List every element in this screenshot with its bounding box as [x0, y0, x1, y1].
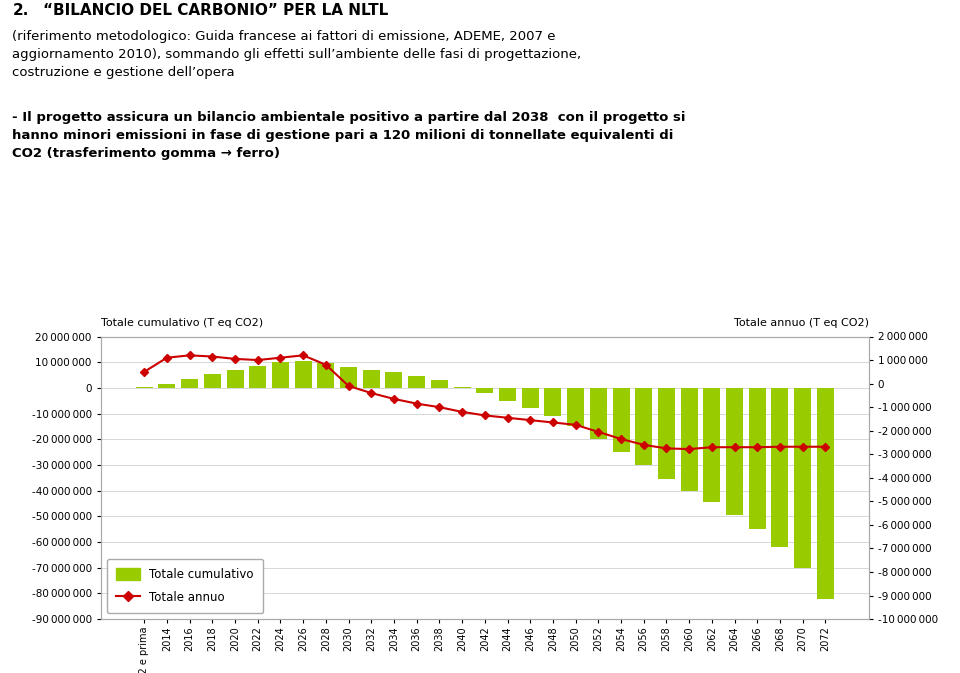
- Bar: [589, 388, 607, 439]
- Bar: [181, 379, 198, 388]
- Bar: [817, 388, 834, 598]
- Bar: [318, 363, 334, 388]
- Bar: [544, 388, 562, 416]
- Text: Totale cumulativo (T eq CO2): Totale cumulativo (T eq CO2): [101, 318, 263, 328]
- Bar: [135, 386, 153, 388]
- Bar: [453, 386, 470, 388]
- Bar: [636, 388, 652, 465]
- Bar: [408, 376, 425, 388]
- Legend: Totale cumulativo, Totale annuo: Totale cumulativo, Totale annuo: [107, 559, 263, 613]
- Bar: [658, 388, 675, 479]
- Bar: [704, 388, 720, 502]
- Bar: [612, 388, 630, 452]
- Bar: [749, 388, 766, 529]
- Bar: [794, 388, 811, 568]
- Bar: [250, 366, 266, 388]
- Bar: [340, 367, 357, 388]
- Bar: [772, 388, 788, 547]
- Text: (riferimento metodologico: Guida francese ai fattori di emissione, ADEME, 2007 e: (riferimento metodologico: Guida frances…: [12, 30, 582, 79]
- Bar: [726, 388, 743, 515]
- Bar: [204, 374, 221, 388]
- Text: Totale annuo (T eq CO2): Totale annuo (T eq CO2): [733, 318, 869, 328]
- Text: - Il progetto assicura un bilancio ambientale positivo a partire dal 2038  con i: - Il progetto assicura un bilancio ambie…: [12, 111, 686, 160]
- Bar: [363, 370, 380, 388]
- Bar: [521, 388, 539, 409]
- Bar: [295, 361, 312, 388]
- Bar: [386, 372, 402, 388]
- Bar: [272, 362, 289, 388]
- Bar: [567, 388, 584, 427]
- Bar: [499, 388, 516, 400]
- Bar: [227, 370, 244, 388]
- Bar: [476, 388, 493, 393]
- Text: “BILANCIO DEL CARBONIO” PER LA NLTL: “BILANCIO DEL CARBONIO” PER LA NLTL: [43, 3, 389, 18]
- Bar: [681, 388, 698, 491]
- Text: 2.: 2.: [12, 3, 29, 18]
- Bar: [158, 384, 176, 388]
- Bar: [431, 380, 448, 388]
